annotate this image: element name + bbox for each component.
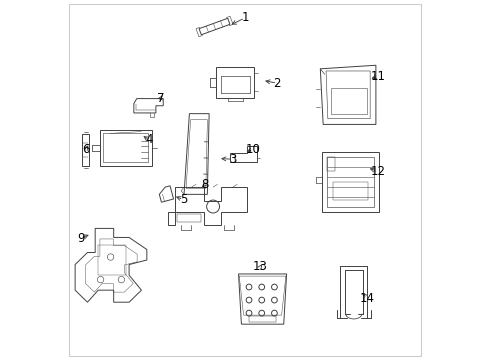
Text: 5: 5 <box>180 193 187 206</box>
Text: 12: 12 <box>370 165 385 178</box>
Text: 7: 7 <box>157 92 164 105</box>
Text: 2: 2 <box>273 77 281 90</box>
Text: 1: 1 <box>241 12 249 24</box>
Text: 6: 6 <box>82 143 89 156</box>
Text: 13: 13 <box>253 260 268 273</box>
Text: 4: 4 <box>145 133 153 146</box>
Text: 3: 3 <box>229 153 237 166</box>
Text: 8: 8 <box>201 178 209 191</box>
Text: 9: 9 <box>77 231 84 244</box>
Text: 10: 10 <box>246 143 261 156</box>
Text: 11: 11 <box>371 69 386 82</box>
Text: 14: 14 <box>360 292 374 305</box>
